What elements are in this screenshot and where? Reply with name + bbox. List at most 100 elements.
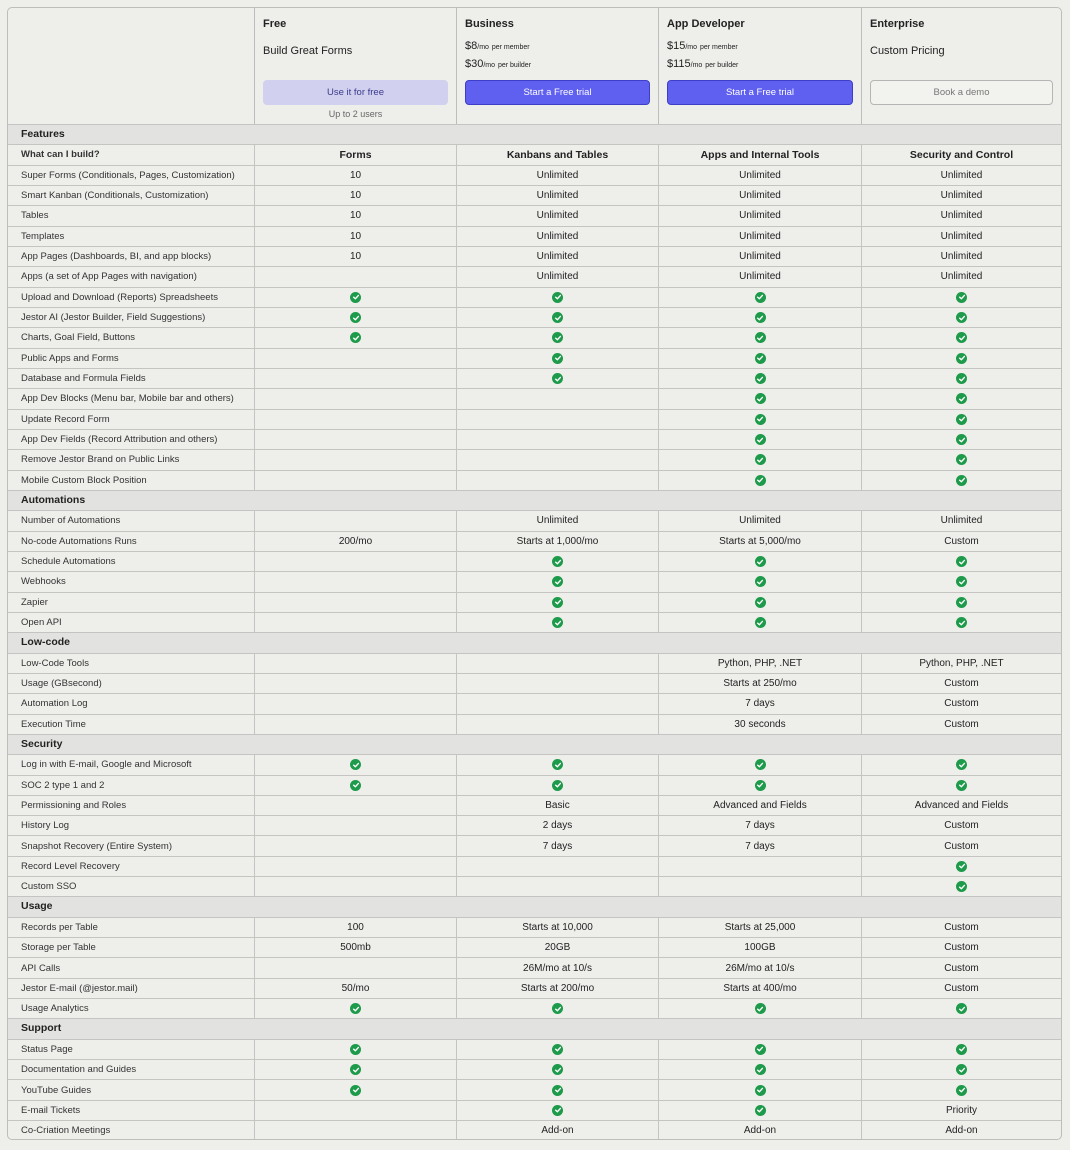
table-cell	[254, 714, 456, 734]
table-cell	[254, 1100, 456, 1121]
table-row: Record Level Recovery	[8, 855, 1061, 877]
table-cell	[456, 572, 658, 592]
row-label: Status Page	[21, 1043, 73, 1055]
table-cell	[861, 856, 1061, 877]
row-label: Database and Formula Fields	[21, 373, 146, 385]
table-cell	[456, 714, 658, 734]
check-icon	[754, 556, 766, 568]
plan-column-app-developer: App Developer $15/mo per member $115/mo pe…	[658, 8, 861, 124]
table-cell	[658, 389, 861, 409]
check-icon	[754, 576, 766, 588]
table-row: Templates 10 Unlimited Unlimited Unlimited	[8, 225, 1061, 246]
check-icon	[754, 1043, 766, 1055]
section-header: Security	[8, 733, 1061, 755]
table-cell	[456, 551, 658, 572]
plan-tagline: Build Great Forms	[263, 45, 353, 57]
table-row: Snapshot Recovery (Entire System) 7 days 7…	[8, 835, 1061, 856]
row-label: Custom SSO	[21, 881, 77, 893]
check-icon	[754, 1104, 766, 1116]
check-icon	[956, 434, 967, 446]
table-row: Remove Jestor Brand on Public Links	[8, 449, 1061, 470]
row-label: Jestor AI (Jestor Builder, Field Suggest…	[21, 312, 206, 324]
row-label: Remove Jestor Brand on Public Links	[21, 454, 180, 466]
price-unit: /mo	[483, 62, 496, 69]
table-row: Jestor E-mail (@jestor.mail) 50/mo Starts …	[8, 977, 1061, 999]
table-cell	[456, 612, 658, 633]
table-cell	[658, 1039, 861, 1060]
check-icon	[350, 1064, 361, 1076]
price-unit: /mo	[685, 44, 698, 51]
table-cell: 2 days	[456, 816, 658, 836]
check-icon	[754, 779, 766, 791]
table-row: Charts, Goal Field, Buttons	[8, 327, 1061, 348]
table-row: Mobile Custom Block Position	[8, 469, 1061, 490]
table-cell	[254, 328, 456, 348]
table-cell	[658, 592, 861, 612]
check-icon	[552, 332, 563, 344]
table-cell	[254, 612, 456, 633]
table-cell: Unlimited	[456, 267, 658, 287]
table-cell	[254, 775, 456, 795]
row-label: What can I build?	[21, 149, 100, 161]
table-cell: 26M/mo at 10/s	[456, 958, 658, 978]
plan-name: Free	[263, 18, 287, 30]
table-cell: 200/mo	[254, 531, 456, 551]
row-label: Schedule Automations	[21, 556, 116, 568]
check-icon	[754, 434, 766, 446]
table-cell: Unlimited	[658, 267, 861, 287]
start-trial-button[interactable]: Start a Free trial	[667, 80, 853, 105]
table-cell: 10	[254, 206, 456, 226]
row-label: Jestor E-mail (@jestor.mail)	[21, 982, 138, 994]
table-cell	[254, 368, 456, 389]
table-cell	[658, 429, 861, 450]
plan-price: $15/mo per member	[667, 38, 853, 56]
row-label: Public Apps and Forms	[21, 352, 119, 364]
table-cell: Advanced and Fields	[861, 795, 1061, 816]
plan-price: $115/mo per builder	[667, 56, 853, 74]
table-cell: Add-on	[861, 1121, 1061, 1139]
book-demo-button[interactable]: Book a demo	[870, 80, 1053, 105]
row-label: Templates	[21, 230, 65, 242]
row-label: App Dev Blocks (Menu bar, Mobile bar and…	[21, 393, 234, 405]
use-free-button[interactable]: Use it for free	[263, 80, 448, 105]
table-cell	[658, 328, 861, 348]
table-cell: Unlimited	[658, 165, 861, 185]
row-label: Record Level Recovery	[21, 860, 120, 872]
table-cell	[861, 1080, 1061, 1100]
check-icon	[552, 373, 563, 385]
table-cell: Unlimited	[658, 185, 861, 206]
price-per: per builder	[497, 62, 532, 69]
table-cell: Unlimited	[456, 511, 658, 531]
check-icon	[754, 1003, 766, 1015]
price-per: per member	[699, 44, 738, 51]
table-cell	[254, 307, 456, 328]
check-icon	[552, 1064, 563, 1076]
check-icon	[956, 474, 967, 486]
feature-table: Features What can I build? Forms Kanbans an…	[8, 124, 1061, 1139]
table-cell: Custom	[861, 694, 1061, 714]
table-cell: Unlimited	[861, 165, 1061, 185]
table-row: Automation Log 7 days Custom	[8, 693, 1061, 714]
table-cell	[658, 287, 861, 307]
check-icon	[956, 393, 967, 405]
check-icon	[754, 312, 766, 324]
table-cell	[254, 755, 456, 775]
plan-note: Up to 2 users	[328, 109, 383, 119]
start-trial-button[interactable]: Start a Free trial	[465, 80, 650, 105]
table-row: Zapier	[8, 591, 1061, 612]
table-cell: 50/mo	[254, 978, 456, 999]
table-cell	[456, 755, 658, 775]
table-cell	[861, 389, 1061, 409]
check-icon	[552, 759, 563, 771]
table-cell	[254, 1080, 456, 1100]
check-icon	[552, 1043, 563, 1055]
table-cell	[861, 592, 1061, 612]
check-icon	[956, 1003, 967, 1015]
table-cell	[254, 1060, 456, 1080]
check-icon	[552, 1003, 563, 1015]
table-cell: Starts at 1,000/mo	[456, 531, 658, 551]
table-cell: Unlimited	[861, 511, 1061, 531]
row-label: Tables	[21, 210, 49, 222]
row-label: Update Record Form	[21, 413, 110, 425]
table-cell	[254, 958, 456, 978]
